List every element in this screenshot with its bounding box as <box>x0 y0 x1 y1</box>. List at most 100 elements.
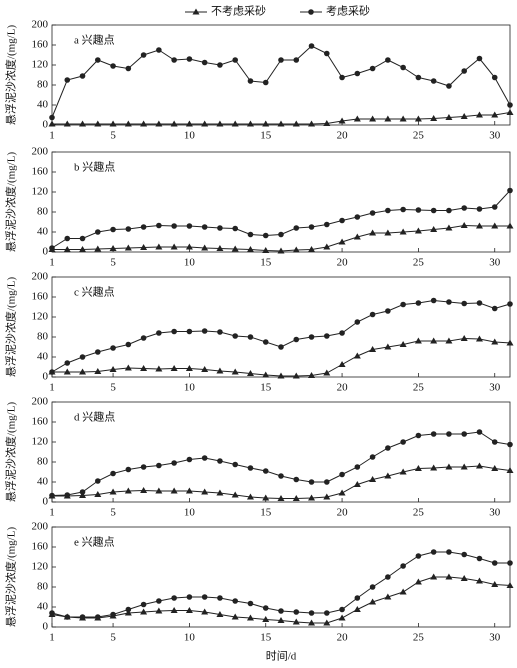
x-tick-label: 1 <box>49 130 55 142</box>
triangle-marker <box>79 246 87 252</box>
y-tick-label: 80 <box>37 79 49 91</box>
circle-marker <box>369 311 376 318</box>
circle-marker <box>354 214 361 220</box>
triangle-marker <box>338 489 346 496</box>
triangle-marker <box>475 462 483 469</box>
circle-marker <box>385 574 391 580</box>
circle-marker <box>446 431 452 437</box>
triangle-marker <box>94 491 102 497</box>
y-tick-label: 80 <box>37 456 49 468</box>
circle-marker <box>308 43 315 49</box>
y-tick-label: 200 <box>32 19 49 31</box>
circle-marker <box>156 222 162 229</box>
x-tick-label: 30 <box>489 507 501 519</box>
circle-marker <box>64 360 71 366</box>
y-tick-label: 160 <box>32 541 49 553</box>
circle-marker <box>491 204 498 210</box>
triangle-marker <box>323 120 331 126</box>
triangle-marker <box>292 495 300 501</box>
y-tick-label: 160 <box>32 39 49 51</box>
circle-marker <box>415 553 422 559</box>
circle-marker <box>293 609 300 615</box>
circle-marker <box>110 345 116 351</box>
circle-marker <box>140 224 147 230</box>
circle-marker <box>308 9 314 15</box>
circle-marker <box>49 245 55 251</box>
y-tick-label: 0 <box>43 371 49 383</box>
triangle-marker <box>369 229 377 236</box>
triangle-marker <box>399 588 407 595</box>
triangle-marker <box>170 365 178 371</box>
circle-marker <box>415 74 422 81</box>
x-tick-label: 10 <box>184 382 196 394</box>
circle-marker <box>476 300 483 306</box>
triangle-marker <box>140 244 148 250</box>
circle-marker <box>507 187 513 194</box>
circle-marker <box>201 224 208 230</box>
triangle-marker <box>308 120 316 127</box>
circle-marker <box>415 432 422 439</box>
series-line <box>51 576 511 624</box>
legend-label: 考虑采砂 <box>326 5 370 18</box>
triangle-marker <box>262 616 270 622</box>
triangle-marker <box>155 607 163 614</box>
triangle-marker <box>231 245 239 252</box>
circle-marker <box>476 55 483 62</box>
circle-marker <box>400 301 406 308</box>
triangle-marker <box>460 222 468 228</box>
circle-marker <box>79 235 86 242</box>
circle-marker <box>217 225 223 231</box>
triangle-marker <box>216 611 224 617</box>
circle-marker <box>125 466 132 473</box>
triangle-marker <box>216 245 224 251</box>
triangle-marker <box>353 606 361 612</box>
circle-marker <box>171 223 177 229</box>
series-line <box>52 337 511 377</box>
circle-marker <box>400 439 406 445</box>
circle-marker <box>49 369 55 375</box>
triangle-marker <box>216 367 224 374</box>
circle-marker <box>110 63 116 69</box>
circle-marker <box>385 445 391 451</box>
y-tick-label: 120 <box>32 436 49 448</box>
triangle-marker <box>399 228 407 235</box>
circle-marker <box>491 74 498 81</box>
x-tick-label: 15 <box>260 382 272 394</box>
circle-marker <box>140 52 147 58</box>
circle-marker <box>293 476 300 483</box>
circle-marker <box>293 225 300 231</box>
y-axis-label: 悬浮泥沙浓度/(mg/L) <box>4 152 18 253</box>
y-axis-label: 悬浮泥沙浓度/(mg/L) <box>4 277 18 378</box>
circle-marker <box>324 479 330 485</box>
circle-marker <box>110 226 116 233</box>
triangle-marker <box>79 120 87 127</box>
triangle-marker <box>323 493 331 500</box>
circle-marker <box>171 328 177 335</box>
circle-marker <box>201 328 208 334</box>
circle-marker <box>324 610 330 616</box>
circle-marker <box>186 328 193 335</box>
circle-marker <box>385 207 391 214</box>
circle-marker <box>79 614 86 620</box>
y-axis-label: 悬浮泥沙浓度/(mg/L) <box>4 402 18 503</box>
circle-marker <box>476 429 483 435</box>
triangle-marker <box>140 120 148 127</box>
triangle-marker <box>506 467 514 473</box>
triangle-marker <box>262 247 270 253</box>
triangle-marker <box>369 346 377 352</box>
y-tick-label: 40 <box>37 351 49 363</box>
x-tick-label: 1 <box>49 257 55 269</box>
triangle-marker <box>231 368 239 375</box>
circle-marker <box>461 205 468 211</box>
triangle-marker <box>338 361 346 367</box>
circle-marker <box>430 549 437 555</box>
circle-marker <box>415 300 422 306</box>
circle-marker <box>171 595 177 601</box>
triangle-marker <box>155 120 163 127</box>
circle-marker <box>140 335 147 341</box>
x-tick-label: 25 <box>413 130 425 142</box>
triangle-marker <box>460 113 468 119</box>
triangle-marker <box>338 117 346 124</box>
triangle-marker <box>94 368 102 374</box>
circle-marker <box>110 611 116 618</box>
